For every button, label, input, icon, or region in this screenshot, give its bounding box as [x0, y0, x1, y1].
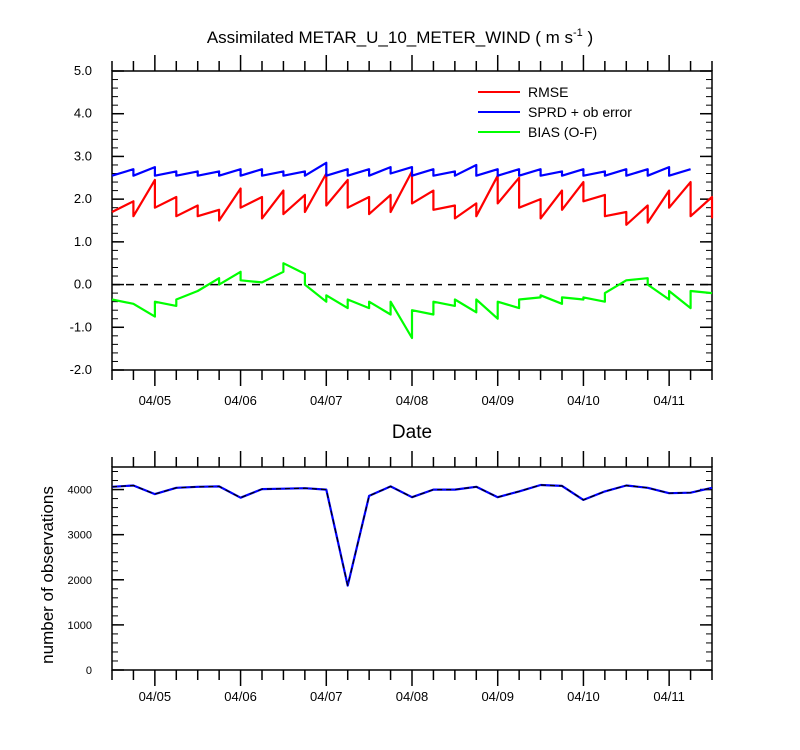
x-tick-label: 04/05 — [139, 393, 172, 408]
x-tick-label: 04/08 — [396, 393, 429, 408]
y-tick-label: -2.0 — [70, 362, 92, 377]
x-tick-label: 04/11 — [653, 689, 685, 704]
x-tick-label: 04/07 — [310, 393, 343, 408]
series-line-observations — [111, 483, 713, 587]
y-tick-label: 1000 — [68, 620, 92, 632]
x-axis-label: Date — [392, 422, 432, 443]
y-tick-label: 2000 — [68, 575, 92, 587]
y-tick-label: 3000 — [68, 530, 92, 542]
y-tick-label: 3.0 — [74, 148, 92, 163]
x-tick-label: 04/07 — [310, 689, 343, 704]
y-tick-label: 4000 — [68, 485, 92, 497]
legend-label-sprd: SPRD + ob error — [528, 104, 632, 120]
upper-x-axis: 04/05 04/06 04/07 04/08 04/09 04/10 04/11 — [111, 55, 713, 408]
legend-label-bias: BIAS (O-F) — [528, 124, 597, 140]
series-line-bias-o-f — [111, 262, 713, 340]
title-unit-superscript: -1 — [573, 27, 583, 39]
y-tick-label: 1.0 — [74, 234, 92, 249]
series-line-observations-dashed — [111, 484, 713, 586]
legend-label-rmse: RMSE — [528, 84, 568, 100]
x-tick-label: 04/11 — [653, 393, 685, 408]
x-tick-label: 04/09 — [481, 689, 514, 704]
lower-series-group — [111, 483, 713, 587]
x-tick-label: 04/10 — [567, 393, 600, 408]
lower-y-axis: 0 1000 2000 3000 4000 — [68, 471, 712, 677]
lower-x-axis: 04/05 04/06 04/07 04/08 04/09 04/10 04/11 — [111, 451, 713, 704]
upper-y-axis: -2.0 -1.0 0.0 1.0 2.0 3.0 4.0 5.0 — [70, 63, 712, 377]
chart-title: Assimilated METAR_U_10_METER_WIND ( m s-… — [207, 27, 593, 47]
x-tick-label: 04/06 — [224, 393, 257, 408]
x-tick-label: 04/05 — [139, 689, 172, 704]
x-tick-label: 04/06 — [224, 689, 257, 704]
y-tick-label: 0.0 — [74, 277, 92, 292]
upper-series-group — [111, 161, 714, 340]
x-tick-label: 04/09 — [481, 393, 514, 408]
x-tick-label: 04/08 — [396, 689, 429, 704]
y-tick-label: 5.0 — [74, 63, 92, 78]
upper-panel: -2.0-1.00.01.02.03.04.05.0 04/05 04/06 04/… — [70, 55, 714, 443]
y-tick-label: 2.0 — [74, 191, 92, 206]
y-tick-label: 0 — [86, 665, 92, 677]
x-tick-label: 04/10 — [567, 689, 600, 704]
y-tick-label: 4.0 — [74, 106, 92, 121]
y-axis-label: number of observations — [38, 486, 57, 664]
series-line-sprd-ob-error — [111, 161, 691, 177]
legend: RMSE SPRD + ob error BIAS (O-F) — [478, 84, 632, 140]
series-line-rmse — [111, 170, 714, 226]
y-tick-label: -1.0 — [70, 319, 92, 334]
